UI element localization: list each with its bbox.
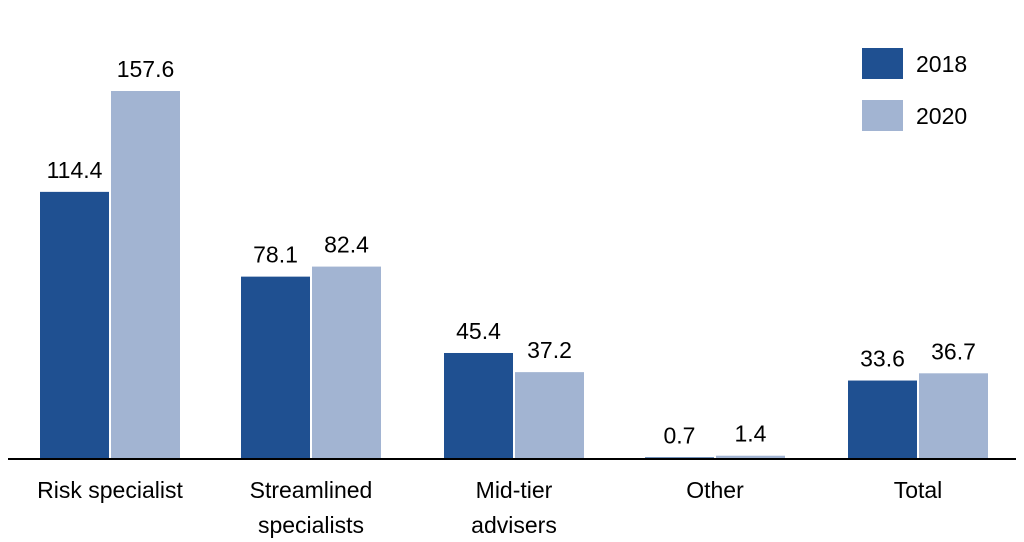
category-label-4-line-0: Total [894, 477, 943, 503]
legend-label-0: 2018 [916, 51, 967, 77]
bar-4-series-1 [919, 373, 988, 459]
legend-swatch-1 [862, 100, 903, 131]
category-labels-layer: Risk specialist Streamlined specialists Mid… [37, 477, 942, 538]
category-label-1-line-0: Streamlined [250, 477, 373, 503]
data-label-0-series-0: 114.4 [47, 157, 103, 183]
category-label-0-line-0: Risk specialist [37, 477, 183, 503]
bar-1-series-1 [312, 266, 381, 459]
data-label-1-series-0: 78.1 [253, 242, 298, 268]
bars-layer [40, 91, 988, 459]
category-label-1-line-1: specialists [258, 512, 364, 538]
data-label-1-series-1: 82.4 [324, 232, 369, 258]
legend: 2018 2020 [862, 48, 967, 131]
data-labels-layer: 114.4 157.6 78.1 82.4 45.4 37.2 0.7 1.4 33.6 36.7 [47, 56, 976, 448]
legend-swatch-0 [862, 48, 903, 79]
data-label-3-series-1: 1.4 [735, 421, 767, 447]
data-label-4-series-1: 36.7 [931, 338, 976, 364]
category-label-3-line-0: Other [686, 477, 744, 503]
data-label-2-series-1: 37.2 [527, 337, 572, 363]
bar-0-series-0 [40, 191, 109, 459]
category-label-2-line-0: Mid-tier [476, 477, 553, 503]
bar-2-series-1 [515, 372, 584, 459]
data-label-0-series-1: 157.6 [117, 56, 175, 82]
bar-0-series-1 [111, 91, 180, 459]
category-label-2-line-1: advisers [471, 512, 557, 538]
legend-label-1: 2020 [916, 103, 967, 129]
data-label-3-series-0: 0.7 [664, 422, 696, 448]
bar-3-series-1 [716, 455, 785, 459]
bar-2-series-0 [444, 352, 513, 459]
bar-1-series-0 [241, 276, 310, 459]
bar-4-series-0 [848, 380, 917, 459]
data-label-2-series-0: 45.4 [456, 318, 501, 344]
data-label-4-series-0: 33.6 [860, 346, 905, 372]
